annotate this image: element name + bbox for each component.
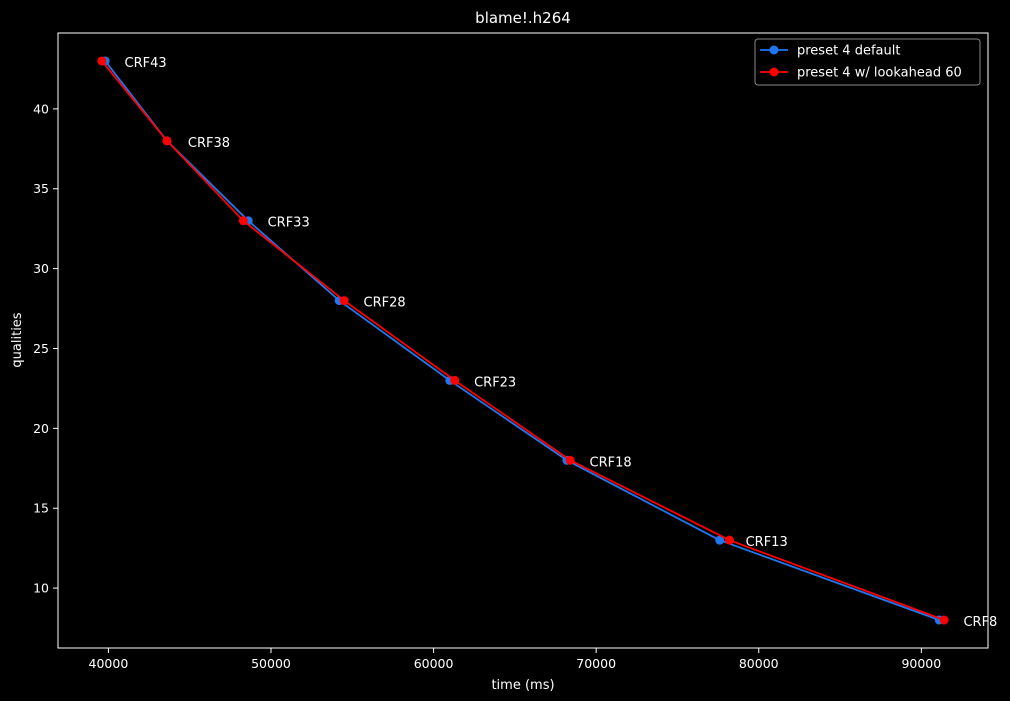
y-tick-label: 35: [33, 181, 49, 196]
data-point: [339, 296, 349, 306]
y-tick-label: 25: [33, 341, 49, 356]
legend-marker: [769, 67, 779, 77]
data-point: [162, 136, 172, 146]
data-point: [939, 615, 949, 625]
x-tick-label: 70000: [576, 656, 616, 671]
x-tick-label: 50000: [251, 656, 291, 671]
data-point: [565, 455, 575, 465]
y-axis-label: qualities: [10, 312, 25, 367]
data-point: [450, 375, 460, 385]
crf-annotation: CRF28: [364, 296, 406, 311]
series-layer: [97, 56, 949, 625]
legend-entry: preset 4 default: [760, 44, 900, 59]
crf-annotation: CRF18: [590, 455, 632, 470]
y-tick-label: 15: [33, 501, 49, 516]
data-point: [724, 535, 734, 545]
y-tick-label: 30: [33, 261, 49, 276]
plot-area: CRF43 CRF38 CRF33 CRF28 CRF23 CRF18 CRF13 CRF8: [57, 32, 998, 649]
series-2: [97, 56, 949, 625]
data-point: [715, 535, 725, 545]
legend-marker: [769, 45, 779, 55]
crf-annotation: CRF23: [474, 375, 516, 390]
crf-annotation: CRF43: [125, 56, 167, 71]
plot-frame: [57, 32, 989, 649]
x-axis-label: time (ms): [491, 678, 554, 693]
legend: preset 4 default preset 4 w/ lookahead 60: [754, 38, 981, 86]
legend-entry: preset 4 w/ lookahead 60: [760, 66, 962, 81]
legend-label: preset 4 default: [797, 44, 900, 59]
legend-box: [754, 38, 981, 86]
x-tick-label: 90000: [901, 656, 941, 671]
data-point: [97, 56, 107, 66]
legend-label: preset 4 w/ lookahead 60: [797, 66, 962, 81]
series-line: [101, 60, 945, 621]
chart-title: blame!.h264: [475, 9, 571, 27]
point-annotations: CRF43 CRF38 CRF33 CRF28 CRF23 CRF18 CRF13 CRF8: [125, 56, 998, 630]
crf-annotation: CRF8: [963, 615, 997, 630]
y-tick-label: 40: [33, 101, 49, 116]
data-point: [238, 216, 248, 226]
legend-items: preset 4 default preset 4 w/ lookahead 60: [760, 44, 962, 81]
x-tick-label: 40000: [89, 656, 129, 671]
crf-annotation: CRF33: [268, 216, 310, 231]
x-tick-label: 60000: [414, 656, 454, 671]
x-tick-label: 80000: [739, 656, 779, 671]
x-axis: 40000 50000 60000 70000 80000 90000: [89, 648, 941, 671]
y-axis: 10 15 20 25 30 35 40: [33, 101, 58, 596]
y-tick-label: 20: [33, 421, 49, 436]
crf-annotation: CRF38: [188, 136, 230, 151]
crf-annotation: CRF13: [746, 535, 788, 550]
y-tick-label: 10: [33, 581, 49, 596]
